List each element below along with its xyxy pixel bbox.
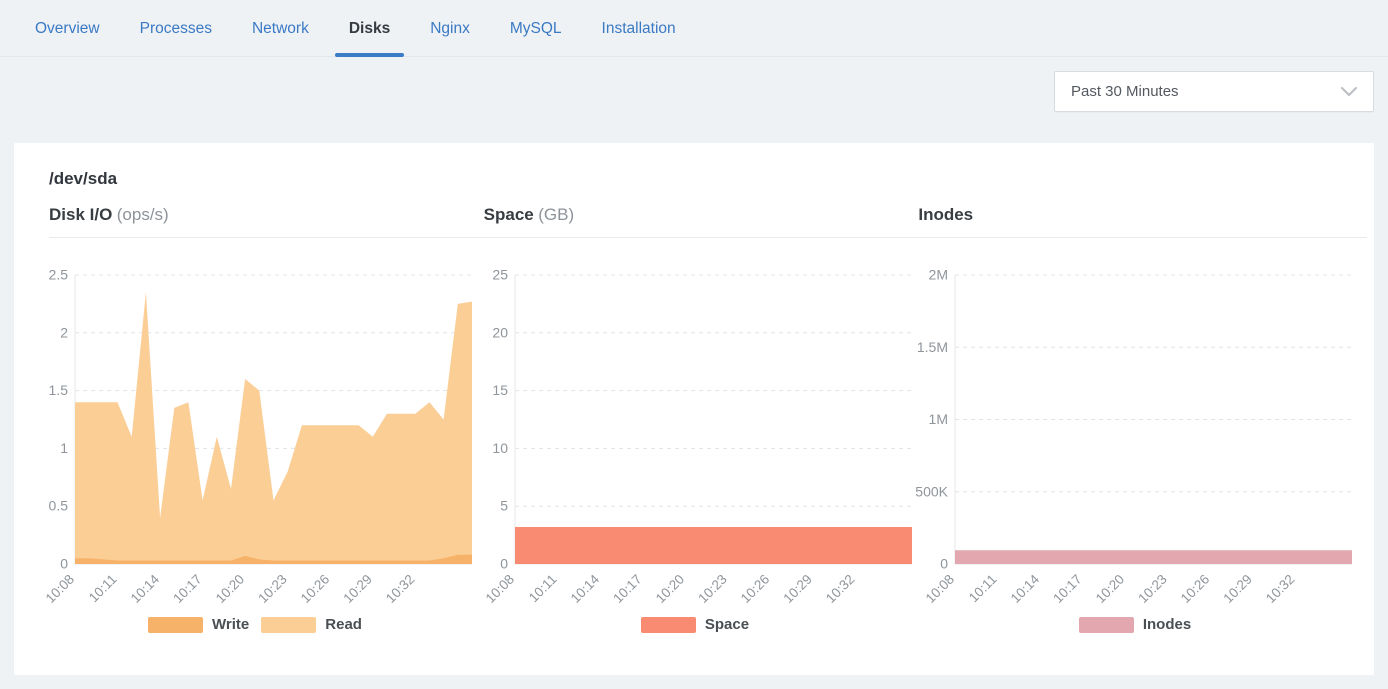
svg-text:0: 0 <box>940 556 948 572</box>
chart-disk-i-o: 00.511.522.510:08 10:11 10:14 10:17 10:20 10:… <box>43 267 472 607</box>
svg-text:1: 1 <box>60 440 68 456</box>
svg-text:0.5: 0.5 <box>49 498 69 514</box>
tab-installation[interactable]: Installation <box>601 19 676 37</box>
svg-text:1M: 1M <box>929 411 948 427</box>
svg-text:10:26: 10:26 <box>738 572 773 607</box>
svg-text:5: 5 <box>500 498 508 514</box>
svg-text:2M: 2M <box>929 267 948 283</box>
chart-title-disk-i-o: Disk I/O (ops/s) <box>49 205 484 225</box>
svg-text:10:23: 10:23 <box>255 572 290 607</box>
legend-label: Space <box>704 616 750 633</box>
svg-text:10:08: 10:08 <box>483 572 518 607</box>
chart-title-unit: (ops/s) <box>116 205 169 224</box>
tab-overview[interactable]: Overview <box>35 19 100 37</box>
series-area-space <box>515 527 912 564</box>
svg-text:25: 25 <box>492 267 508 283</box>
legend-swatch-read <box>261 616 317 633</box>
svg-text:0: 0 <box>60 556 68 572</box>
svg-text:1.5M: 1.5M <box>917 339 948 355</box>
svg-text:10:17: 10:17 <box>170 572 205 607</box>
tab-network[interactable]: Network <box>251 19 309 37</box>
svg-text:10:17: 10:17 <box>610 572 645 607</box>
svg-text:10:14: 10:14 <box>128 571 163 606</box>
svg-text:15: 15 <box>492 382 508 398</box>
tab-mysql[interactable]: MySQL <box>509 19 562 37</box>
legend-label: Inodes <box>1142 616 1192 633</box>
svg-text:2.5: 2.5 <box>49 267 69 283</box>
legend-inodes: Inodes <box>915 616 1355 633</box>
chart-cell-space: 0 5 10 15 20 25 10:08 10:11 10:14 10:17 10:20 10:23… <box>475 262 915 633</box>
chart-title-unit: (GB) <box>538 205 575 224</box>
series-area-read <box>75 292 472 564</box>
svg-text:10:32: 10:32 <box>383 572 418 607</box>
chart-space: 0 5 10 15 20 25 10:08 10:11 10:14 10:17 10:20 10:23… <box>483 267 912 607</box>
chart-title-text: Space <box>483 205 534 224</box>
charts-row: 0 0.5 1 1.5 2 2.5 10:08 10:11 10:14 10:17 10:20 10:… <box>35 262 1353 633</box>
svg-text:10:17: 10:17 <box>1050 572 1085 607</box>
legend-item-inodes[interactable]: Inodes <box>1078 616 1192 633</box>
toolbar: Past 30 Minutes <box>0 57 1388 112</box>
legend-swatch-space <box>640 616 696 633</box>
time-range-select[interactable]: Past 30 Minutes <box>1054 71 1374 112</box>
svg-text:10: 10 <box>492 440 508 456</box>
legend-item-read[interactable]: Read <box>261 616 362 633</box>
svg-text:10:14: 10:14 <box>1008 571 1043 606</box>
svg-text:0: 0 <box>500 556 508 572</box>
legend-item-space[interactable]: Space <box>640 616 750 633</box>
svg-text:10:23: 10:23 <box>1135 572 1170 607</box>
legend-swatch-inodes <box>1078 616 1134 633</box>
svg-text:2: 2 <box>60 324 68 340</box>
svg-text:10:26: 10:26 <box>298 572 333 607</box>
chevron-down-icon <box>1341 86 1357 96</box>
time-range-value: Past 30 Minutes <box>1071 83 1179 100</box>
tab-nginx[interactable]: Nginx <box>430 19 470 37</box>
svg-text:10:14: 10:14 <box>568 571 603 606</box>
svg-text:10:20: 10:20 <box>653 572 688 607</box>
svg-text:10:11: 10:11 <box>526 572 560 606</box>
svg-text:10:29: 10:29 <box>1220 572 1255 607</box>
legend-swatch-write <box>148 616 204 633</box>
series-area-write <box>75 554 472 564</box>
chart-title-text: Disk I/O <box>49 205 113 224</box>
svg-text:10:32: 10:32 <box>823 572 858 607</box>
tab-disks[interactable]: Disks <box>334 0 405 57</box>
chart-titles-row: Disk I/O (ops/s) Space (GB) Inodes <box>35 205 1353 225</box>
titles-divider <box>49 237 1367 238</box>
svg-text:20: 20 <box>492 324 508 340</box>
chart-title-space: Space (GB) <box>484 205 919 225</box>
svg-text:10:20: 10:20 <box>1093 572 1128 607</box>
legend-space: Space <box>475 616 915 633</box>
chart-title-inodes: Inodes <box>918 205 1353 225</box>
svg-text:10:29: 10:29 <box>780 572 815 607</box>
svg-text:10:08: 10:08 <box>923 572 958 607</box>
tab-bar: Overview Processes Network Disks Nginx M… <box>0 0 1388 57</box>
legend-disk-i-o: Write Read <box>35 616 475 633</box>
legend-label: Read <box>325 616 362 633</box>
chart-cell-inodes: 0 500K 1M 1.5M 2M 10:08 10:11 10:14 10:17 10:20 10… <box>915 262 1355 633</box>
svg-text:10:29: 10:29 <box>340 572 375 607</box>
device-name: /dev/sda <box>49 169 118 188</box>
svg-text:500K: 500K <box>915 483 948 499</box>
legend-label: Write <box>212 616 250 633</box>
svg-text:10:32: 10:32 <box>1263 572 1298 607</box>
tab-processes[interactable]: Processes <box>139 19 212 37</box>
svg-text:10:23: 10:23 <box>695 572 730 607</box>
legend-item-write[interactable]: Write <box>148 616 249 633</box>
svg-text:10:26: 10:26 <box>1178 572 1213 607</box>
svg-text:10:08: 10:08 <box>43 572 78 607</box>
series-area-inodes <box>955 550 1352 564</box>
disk-card: /dev/sda Disk I/O (ops/s) Space (GB) Inode… <box>14 143 1374 675</box>
chart-title-text: Inodes <box>918 205 974 224</box>
svg-text:10:11: 10:11 <box>86 572 120 606</box>
svg-text:1.5: 1.5 <box>49 382 69 398</box>
chart-cell-disk-i-o: 0 0.5 1 1.5 2 2.5 10:08 10:11 10:14 10:17 10:20 10:… <box>35 262 475 633</box>
svg-text:10:11: 10:11 <box>966 572 1000 606</box>
svg-text:10:20: 10:20 <box>213 572 248 607</box>
